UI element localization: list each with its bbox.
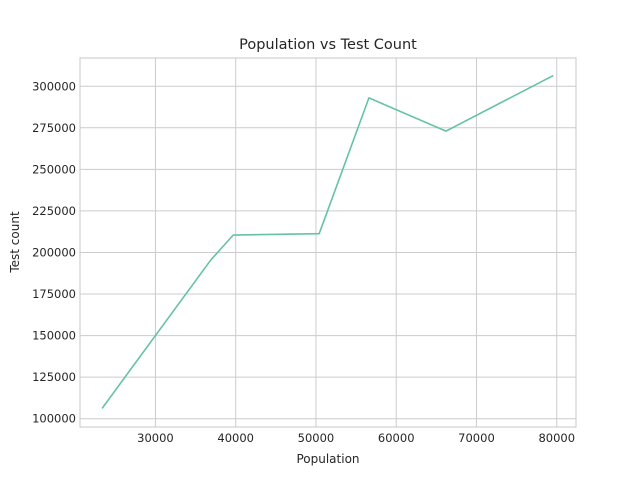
y-axis-label: Test count bbox=[8, 211, 22, 274]
y-tick-label: 125000 bbox=[32, 370, 76, 384]
x-tick-label: 70000 bbox=[458, 431, 495, 445]
series-line bbox=[101, 74, 554, 409]
y-tick-label: 275000 bbox=[32, 121, 76, 135]
y-tick-label: 175000 bbox=[32, 287, 76, 301]
x-axis-label: Population bbox=[296, 452, 359, 466]
series-layer bbox=[101, 74, 554, 409]
y-tick-label: 150000 bbox=[32, 329, 76, 343]
chart-title: Population vs Test Count bbox=[239, 37, 417, 53]
y-tick-label: 100000 bbox=[32, 412, 76, 426]
plot-frame bbox=[79, 57, 577, 428]
grid bbox=[80, 58, 576, 427]
x-tick-label: 50000 bbox=[298, 431, 335, 445]
x-tick-label: 60000 bbox=[378, 431, 415, 445]
x-tick-label: 30000 bbox=[137, 431, 174, 445]
y-tick-label: 225000 bbox=[32, 204, 76, 218]
x-tick-labels: 30000 40000 50000 60000 70000 80000 bbox=[137, 431, 575, 445]
x-tick-label: 80000 bbox=[538, 431, 575, 445]
y-tick-label: 300000 bbox=[32, 79, 76, 93]
x-tick-label: 40000 bbox=[217, 431, 254, 445]
y-tick-label: 250000 bbox=[32, 162, 76, 176]
y-tick-labels: 100000 125000 150000 175000 200000 225000 2500… bbox=[32, 79, 76, 425]
y-tick-label: 200000 bbox=[32, 245, 76, 259]
